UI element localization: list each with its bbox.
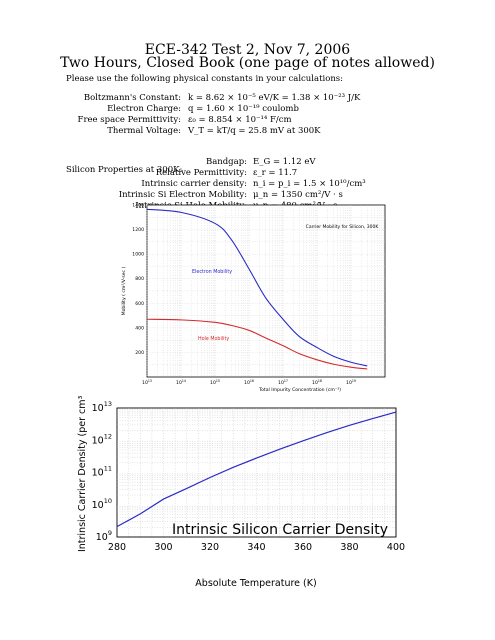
property-value: E_G = 1.12 eV bbox=[253, 157, 316, 167]
intro-text: Please use the following physical consta… bbox=[66, 74, 344, 84]
electron-mobility-annotation: Electron Mobility bbox=[192, 269, 232, 275]
x-tick-label: 300 bbox=[154, 542, 172, 553]
density-line bbox=[116, 411, 397, 528]
electron-mobility-line bbox=[146, 208, 368, 367]
y-tick-label: 109 bbox=[96, 529, 112, 543]
x-tick-label: 320 bbox=[201, 542, 219, 553]
mobility-tick-labels: 1013 1014 1015 1016 1017 1018 1019 200 400 600 800… bbox=[132, 203, 356, 387]
x-tick-label: 1017 bbox=[278, 379, 288, 386]
constant-label: Boltzmann's Constant: bbox=[83, 93, 181, 103]
density-x-axis-label: Absolute Temperature (K) bbox=[195, 578, 316, 589]
x-tick-label: 1018 bbox=[312, 379, 322, 386]
constant-value: V_T = kT/q = 25.8 mV at 300K bbox=[188, 126, 321, 136]
density-y-axis-label: Intrinsic Carrier Density (per cm³) bbox=[77, 395, 88, 552]
property-value: μ_n = 1350 cm²/V · s bbox=[253, 190, 343, 200]
mobility-grid bbox=[146, 205, 385, 377]
x-tick-label: 1015 bbox=[210, 379, 220, 386]
mobility-chart-title: Carrier Mobility for Silicon, 300K bbox=[306, 224, 380, 230]
y-tick-label: 1011 bbox=[92, 465, 112, 479]
hole-mobility-annotation: Hole Mobility bbox=[198, 336, 229, 342]
constant-label: Electron Charge: bbox=[107, 104, 181, 114]
property-label: Bandgap: bbox=[205, 157, 247, 167]
mobility-x-axis-label: Total Impurity Concentration (cm⁻³) bbox=[258, 387, 341, 393]
y-tick-label: 800 bbox=[135, 276, 144, 282]
constant-label: Thermal Voltage: bbox=[107, 126, 181, 136]
y-tick-label: 1010 bbox=[92, 497, 112, 511]
property-label: Intrinsic Si Electron Mobility: bbox=[118, 190, 247, 200]
property-label: Intrinsic carrier density: bbox=[141, 179, 247, 189]
constant-value: k = 8.62 × 10⁻⁵ eV/K = 1.38 × 10⁻²³ J/K bbox=[188, 93, 361, 103]
si-heading: Silicon Properties at 300K: bbox=[66, 165, 183, 175]
mobility-y-axis-label: Mobility ( cm²/V-sec ) bbox=[121, 266, 127, 315]
y-tick-label: 600 bbox=[135, 301, 144, 307]
x-tick-label: 280 bbox=[108, 542, 126, 553]
constant-value: ε₀ = 8.854 × 10⁻¹⁴ F/cm bbox=[188, 115, 292, 125]
density-plot-frame bbox=[116, 407, 397, 538]
x-tick-label: 1013 bbox=[142, 379, 152, 386]
y-tick-label: 1400 bbox=[132, 203, 144, 209]
mobility-chart: 1013 1014 1015 1016 1017 1018 1019 200 400 600 800… bbox=[121, 203, 386, 393]
constant-label: Free space Permittivity: bbox=[77, 115, 181, 125]
density-chart-title: Intrinsic Silicon Carrier Density bbox=[172, 522, 388, 538]
x-tick-label: 1019 bbox=[346, 379, 356, 386]
y-tick-label: 1012 bbox=[92, 432, 112, 446]
x-tick-label: 1016 bbox=[244, 379, 254, 386]
x-tick-label: 380 bbox=[340, 542, 358, 553]
property-value: ε_r = 11.7 bbox=[253, 168, 298, 178]
y-tick-label: 1013 bbox=[92, 400, 112, 414]
page-subtitle: Two Hours, Closed Book (one page of note… bbox=[60, 55, 435, 71]
x-tick-label: 360 bbox=[294, 542, 312, 553]
y-tick-label: 1200 bbox=[132, 227, 144, 233]
x-tick-label: 400 bbox=[387, 542, 405, 553]
hole-mobility-line bbox=[146, 318, 368, 370]
property-value: n_i = p_i = 1.5 × 10¹⁰/cm³ bbox=[253, 179, 366, 189]
x-tick-label: 1014 bbox=[176, 379, 186, 386]
y-tick-label: 200 bbox=[135, 350, 144, 356]
property-label: Relative Permittivity: bbox=[155, 168, 247, 178]
density-chart: 280 300 320 340 360 380 400 109 1010 1011 1012 1013… bbox=[77, 395, 405, 589]
x-tick-label: 340 bbox=[247, 542, 265, 553]
y-tick-label: 1000 bbox=[132, 252, 144, 258]
y-tick-label: 400 bbox=[135, 325, 144, 331]
page-title: ECE-342 Test 2, Nov 7, 2006 bbox=[144, 42, 351, 58]
constant-value: q = 1.60 × 10⁻¹⁹ coulomb bbox=[188, 104, 299, 114]
